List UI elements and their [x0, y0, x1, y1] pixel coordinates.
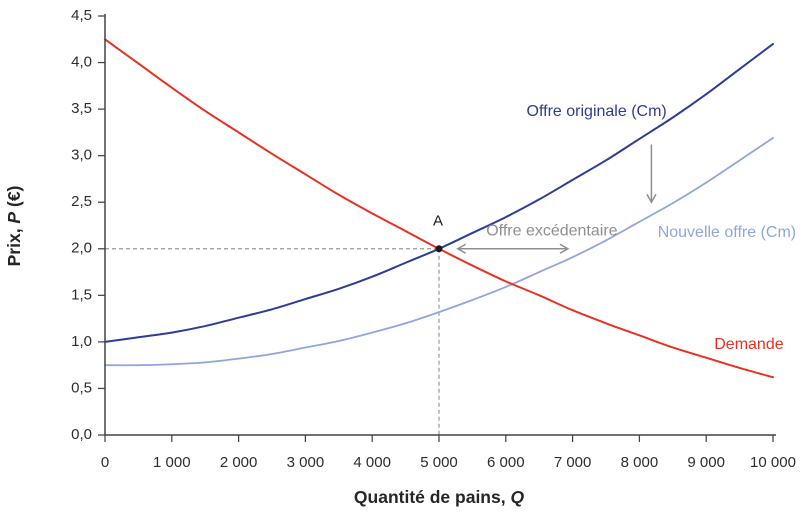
y-tick-label: 2,5 — [71, 193, 92, 210]
y-tick-label: 1,0 — [71, 333, 92, 350]
label-demande: Demande — [714, 336, 783, 353]
equilibrium-point-A-label: A — [433, 213, 443, 230]
y-axis-title: Prix, P (€) — [4, 186, 24, 267]
x-tick-label: 3 000 — [287, 454, 325, 471]
equilibrium-point-A — [435, 245, 443, 253]
x-tick-label: 5 000 — [420, 454, 458, 471]
y-tick-label: 3,5 — [71, 100, 92, 117]
y-tick-label: 4,5 — [71, 7, 92, 24]
curve-nouvelle-offre — [104, 137, 774, 367]
y-tick-label: 0,5 — [71, 379, 92, 396]
supply-shift-arrow — [646, 144, 657, 204]
x-tick-label: 9 000 — [687, 454, 725, 471]
y-tick-label: 2,0 — [71, 240, 92, 257]
y-tick-label: 3,0 — [71, 147, 92, 164]
x-tick-label: 8 000 — [621, 454, 659, 471]
excess-supply-arrow — [456, 243, 570, 254]
x-tick-label: 7 000 — [554, 454, 592, 471]
x-tick-label: 6 000 — [487, 454, 525, 471]
label-nouvelle-offre: Nouvelle offre (Cm) — [658, 224, 796, 241]
x-tick-label: 10 000 — [750, 454, 796, 471]
x-tick-label: 0 — [101, 454, 109, 471]
x-axis-title: Quantité de pains, Q — [354, 487, 525, 507]
x-tick-label: 4 000 — [353, 454, 391, 471]
curve-offre-originale — [104, 42, 774, 343]
y-tick-label: 0,0 — [71, 426, 92, 443]
y-tick-label: 4,0 — [71, 54, 92, 71]
x-tick-label: 1 000 — [153, 454, 191, 471]
label-offre-originale: Offre originale (Cm) — [527, 103, 667, 120]
x-tick-label: 2 000 — [220, 454, 258, 471]
y-tick-label: 1,5 — [71, 286, 92, 303]
excess-supply-label: Offre excédentaire — [486, 222, 617, 239]
